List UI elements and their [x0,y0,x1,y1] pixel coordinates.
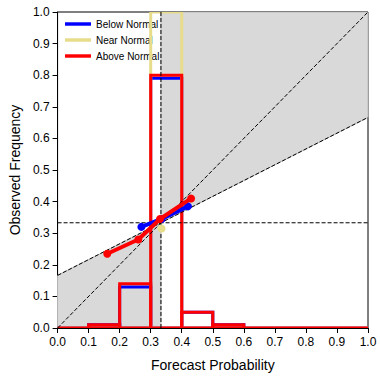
svg-text:0.0: 0.0 [33,321,50,335]
svg-text:Observed Frequency: Observed Frequency [7,105,23,236]
svg-text:0.4: 0.4 [33,195,50,209]
svg-text:0.5: 0.5 [33,163,50,177]
svg-text:Forecast Probability: Forecast Probability [151,357,275,373]
svg-text:Below Normal: Below Normal [96,19,158,30]
svg-text:0.1: 0.1 [33,289,50,303]
svg-text:0.6: 0.6 [235,335,252,349]
svg-text:0.3: 0.3 [142,335,159,349]
svg-text:0.0: 0.0 [49,335,66,349]
svg-text:Near Normal: Near Normal [96,35,153,46]
svg-text:Above Normal: Above Normal [96,50,160,62]
svg-text:0.4: 0.4 [173,335,190,349]
svg-text:0.1: 0.1 [80,335,97,349]
svg-text:0.9: 0.9 [329,335,346,349]
svg-text:0.9: 0.9 [33,37,50,51]
svg-text:0.7: 0.7 [33,100,50,114]
svg-text:1.0: 1.0 [360,335,377,349]
svg-text:0.2: 0.2 [111,335,128,349]
svg-text:0.8: 0.8 [33,68,50,82]
svg-text:0.5: 0.5 [204,335,221,349]
svg-text:0.3: 0.3 [33,226,50,240]
svg-text:1.0: 1.0 [33,5,50,19]
svg-text:0.8: 0.8 [298,335,315,349]
svg-text:0.6: 0.6 [33,131,50,145]
svg-text:0.2: 0.2 [33,258,50,272]
svg-text:0.7: 0.7 [267,335,284,349]
